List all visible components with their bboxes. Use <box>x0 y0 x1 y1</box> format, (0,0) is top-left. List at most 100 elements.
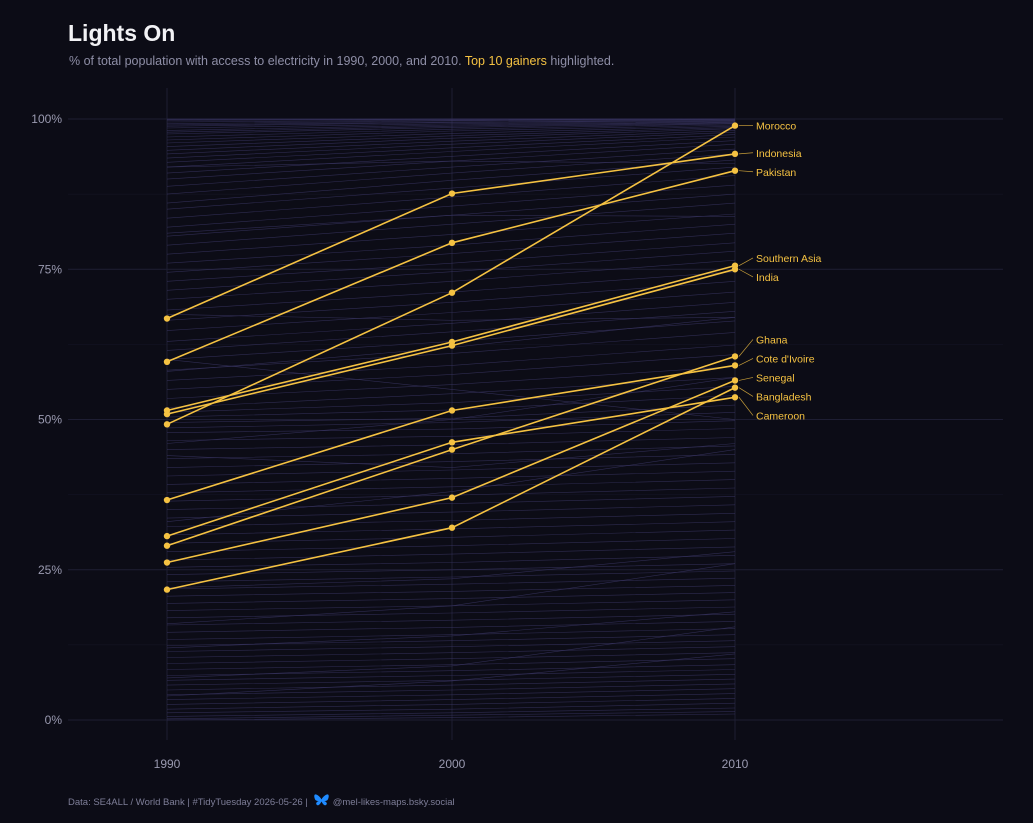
background-series-line <box>166 693 736 705</box>
highlight-point <box>731 353 739 360</box>
background-series-line <box>166 184 736 228</box>
x-tick-label: 1990 <box>154 757 181 771</box>
background-series-line <box>166 386 736 413</box>
background-series-line <box>166 377 736 444</box>
background-series-line <box>166 359 736 420</box>
background-series-line <box>166 354 736 390</box>
background-series-line <box>166 688 736 700</box>
y-tick-label: 50% <box>38 413 62 427</box>
butterfly-icon <box>314 794 329 810</box>
highlight-series-line <box>166 386 736 591</box>
y-tick-label: 25% <box>38 563 62 577</box>
background-series-line <box>166 711 736 720</box>
subtitle-highlight: Top 10 gainers <box>464 54 547 68</box>
series-label: India <box>756 272 779 284</box>
caption-text: Data: SE4ALL / World Bank | #TidyTuesday… <box>68 796 308 808</box>
background-series-line <box>166 640 736 652</box>
y-tick-label: 0% <box>45 713 63 727</box>
highlight-point <box>448 439 456 446</box>
series-label: Pakistan <box>756 167 796 179</box>
highlight-point <box>163 496 171 504</box>
chart-title: Lights On <box>68 20 176 46</box>
background-series-line <box>166 683 736 696</box>
highlight-point <box>731 122 739 129</box>
highlight-series-line <box>166 169 736 363</box>
background-series-line <box>166 202 736 246</box>
background-series-line <box>166 344 736 381</box>
background-series-line <box>166 626 736 679</box>
background-series-line <box>166 611 736 649</box>
background-series-line <box>166 232 736 273</box>
background-series-line <box>166 121 736 131</box>
background-series-line <box>166 621 736 633</box>
highlight-point <box>448 494 456 501</box>
label-leader-line <box>738 358 754 366</box>
background-series-line <box>166 122 736 135</box>
background-series-line <box>166 214 736 234</box>
series-label: Morocco <box>756 121 796 133</box>
highlight-point <box>163 315 171 322</box>
y-tick-label: 75% <box>38 262 62 276</box>
highlight-point <box>448 289 456 296</box>
background-series-line <box>166 291 736 331</box>
background-series-line <box>166 555 736 568</box>
background-series-line <box>166 153 736 195</box>
background-series-line <box>166 121 736 129</box>
y-axis: 0% 25% 50% 75% 100% <box>31 112 62 727</box>
background-series-line <box>166 678 736 691</box>
background-series-line <box>166 259 736 300</box>
series-labels: Morocco Indonesia Pakistan Southern Asia Ind… <box>738 121 822 422</box>
x-axis: 1990 2000 2010 <box>154 757 749 771</box>
background-series-line <box>166 412 736 429</box>
background-series-line <box>166 250 736 291</box>
background-series-line <box>166 128 736 151</box>
background-series-line <box>166 166 736 210</box>
background-series-line <box>166 395 736 418</box>
background-series-line <box>166 281 736 321</box>
background-series-line <box>166 124 736 141</box>
background-series-line <box>166 119 736 125</box>
background-series-line <box>166 377 736 408</box>
highlight-point <box>163 421 171 428</box>
grid-lines <box>68 88 1003 740</box>
background-series-line <box>166 713 736 721</box>
background-series-line <box>166 658 736 670</box>
background-series-line <box>166 646 736 658</box>
y-tick-label: 100% <box>31 112 62 126</box>
highlight-point <box>163 542 171 549</box>
background-series-line <box>166 702 736 714</box>
background-series-line <box>166 420 736 433</box>
background-series-line <box>166 551 736 589</box>
background-series-line <box>166 669 736 681</box>
highlight-point <box>731 362 739 369</box>
background-series-line <box>166 613 736 626</box>
background-series-line <box>166 470 736 485</box>
background-series-line <box>166 445 736 459</box>
highlight-point <box>731 394 739 401</box>
background-series-line <box>166 628 736 640</box>
highlight-point <box>731 377 739 384</box>
label-leader-line <box>738 397 754 416</box>
background-series-line <box>166 462 736 477</box>
background-series-line <box>166 119 736 126</box>
background-series-line <box>166 140 736 174</box>
background-series-line <box>166 127 736 147</box>
background-series-line <box>166 134 736 163</box>
highlight-point <box>731 384 739 391</box>
background-series-line <box>166 529 736 544</box>
highlight-point <box>448 407 456 414</box>
background-series-line <box>166 175 736 219</box>
background-series-line <box>166 513 736 527</box>
label-leader-line <box>738 339 754 357</box>
background-series-line <box>166 504 736 519</box>
background-series-line <box>166 130 736 155</box>
background-series-line <box>166 242 736 282</box>
background-series-line <box>166 449 736 522</box>
background-series-line <box>166 332 736 371</box>
background-series-line <box>166 118 736 123</box>
background-series-line <box>166 302 736 342</box>
highlight-point <box>163 559 171 566</box>
background-series-line <box>166 538 736 552</box>
highlight-point <box>163 410 171 418</box>
background-series-line <box>166 674 736 686</box>
